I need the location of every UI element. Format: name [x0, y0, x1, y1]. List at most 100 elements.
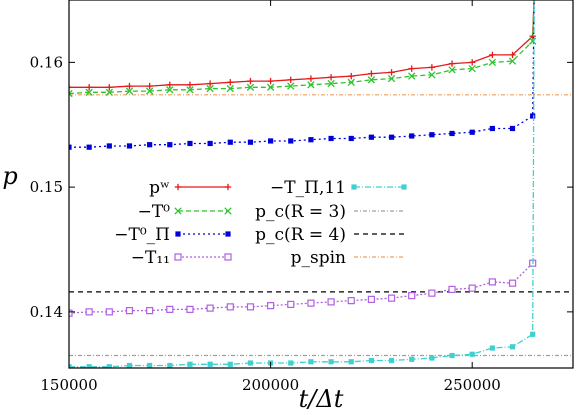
series-3-point-18 [409, 133, 415, 139]
series-5-point-17 [388, 357, 395, 364]
series-3-point-10 [247, 139, 254, 145]
series-5-point-6 [167, 362, 173, 368]
legend-entry-3: −T⁰_Π [114, 225, 231, 245]
legend-entry-6: p_c(R = 3) [255, 202, 404, 222]
legend-marker-3-a [175, 231, 181, 237]
series-4-point-16 [367, 295, 375, 303]
series-3-point-13 [308, 137, 314, 143]
series-1-point-8 [206, 80, 214, 87]
x-tick-label-1: 150000 [40, 376, 97, 394]
series-4-point-18 [408, 292, 416, 300]
legend-label-3: −T⁰_Π [114, 225, 170, 245]
series-1-point-19 [428, 64, 436, 71]
series-1-point-20 [448, 60, 456, 67]
series-3-point-12 [288, 138, 294, 144]
series-3-point-17 [388, 134, 395, 140]
series-4-point-10 [246, 303, 255, 311]
data-series [69, 0, 537, 368]
series-4-point-22 [488, 278, 496, 286]
series-1-point-12 [287, 76, 294, 84]
legend-entry-1: pʷ [149, 178, 232, 198]
series-4-point-1 [69, 309, 73, 317]
series-1-point-23 [509, 51, 516, 59]
series-5-point-9 [227, 361, 233, 367]
series-3-point-8 [207, 140, 213, 147]
series-5-point-1 [69, 364, 72, 368]
series-3-point-22 [489, 125, 495, 132]
series-2 [69, 0, 537, 98]
x-tick-label-3: 250000 [444, 376, 501, 394]
series-3-point-24 [530, 113, 536, 119]
series-2-point-8 [206, 84, 214, 93]
legend-marker-5-b [401, 184, 407, 190]
series-4-point-11 [267, 302, 275, 310]
series-1-point-16 [368, 70, 375, 77]
series-5-point-16 [368, 357, 374, 364]
series-4-point-19 [428, 289, 436, 297]
series-5-point-12 [288, 360, 294, 366]
series-3-point-20 [449, 130, 455, 137]
legend-entry-5: −T_Π,11 [270, 178, 407, 198]
series-3-point-4 [126, 143, 133, 149]
series-4-point-14 [327, 298, 335, 306]
series-2-point-23 [508, 57, 517, 65]
x-axis-label: t/Δt [299, 385, 344, 413]
series-1-point-22 [489, 51, 496, 59]
series-4-point-3 [105, 308, 113, 316]
series-3-point-23 [509, 125, 516, 132]
legend-label-6: p_c(R = 3) [255, 202, 346, 222]
series-2-point-21 [468, 64, 476, 73]
series-1 [69, 0, 536, 91]
legend-marker-1-b [224, 183, 232, 191]
plot-frame [68, 0, 574, 369]
y-tick-label-3: 0.16 [30, 53, 63, 71]
series-1-point-7 [186, 81, 194, 89]
series-2-point-19 [428, 71, 436, 79]
series-2-point-17 [387, 74, 396, 83]
series-4-point-2 [85, 308, 93, 316]
series-4 [69, 259, 537, 317]
series-2-point-4 [125, 87, 134, 95]
series-3-point-1 [69, 144, 72, 150]
series-2-point-13 [307, 81, 315, 89]
series-4-point-21 [468, 284, 476, 292]
y-axis-label: p [2, 162, 17, 190]
legend-entry-4: −T₁₁ [131, 248, 232, 268]
legend-marker-3-b [225, 231, 231, 237]
series-5-point-7 [187, 361, 193, 367]
legend-marker-1-a [174, 183, 182, 191]
legend-entry-2: −T⁰ [138, 202, 232, 222]
series-2-point-6 [166, 86, 174, 94]
y-tick-label-1: 0.14 [30, 303, 63, 321]
series-1-line [69, 0, 535, 88]
series-4-point-4 [125, 307, 134, 315]
series-5-point-3 [106, 364, 112, 368]
legend-label-5: −T_Π,11 [270, 178, 346, 198]
series-1-point-1 [69, 84, 73, 91]
series-3-point-5 [147, 142, 153, 148]
series-4-point-6 [166, 305, 174, 313]
series-4-point-8 [206, 304, 214, 312]
series-3-point-15 [348, 135, 354, 142]
series-5-point-8 [207, 361, 213, 367]
series-2-point-1 [69, 89, 73, 98]
series-4-point-9 [226, 303, 234, 311]
series-5-point-15 [348, 359, 354, 365]
series-1-point-18 [408, 65, 415, 72]
legend-marker-2-a [174, 207, 182, 215]
series-3-point-7 [187, 140, 193, 147]
series-3-point-9 [227, 139, 233, 145]
series-1-point-17 [388, 69, 395, 76]
series-3-point-11 [268, 138, 274, 144]
y-tick-label-2: 0.15 [30, 178, 63, 196]
reference-lines [69, 94, 573, 357]
series-2-point-20 [448, 66, 456, 74]
series-2-point-7 [186, 86, 194, 94]
series-5-point-22 [489, 345, 495, 351]
legend-entry-8: p_spin [291, 248, 404, 268]
series-5-point-23 [509, 344, 516, 350]
legend-marker-2-b [224, 207, 232, 215]
series-2-point-15 [347, 78, 355, 86]
series-5-point-14 [328, 359, 334, 365]
